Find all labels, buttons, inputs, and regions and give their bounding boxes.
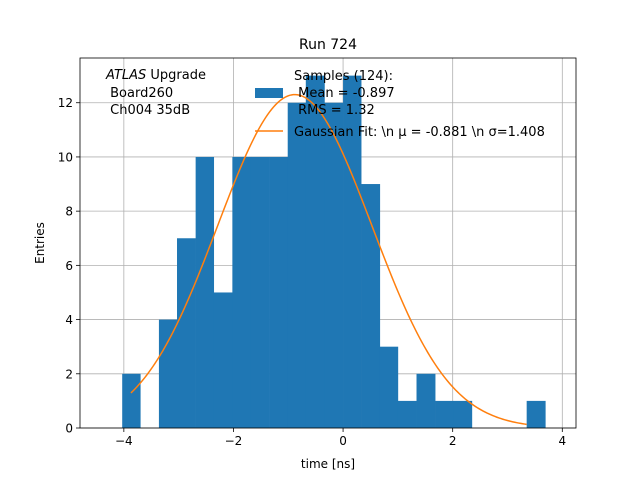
y-tick-label: 2 (65, 367, 73, 381)
legend: Samples (124): Mean = -0.897 RMS = 1.32 … (255, 69, 545, 140)
histogram-bar (250, 156, 270, 428)
histogram-bar (361, 184, 381, 428)
legend-samples-line-2: Mean = -0.897 (294, 86, 395, 101)
x-tick-label: −4 (115, 434, 133, 448)
histogram-bar (287, 102, 307, 428)
y-tick-label: 8 (65, 205, 73, 219)
annotation: ATLAS Upgrade Board260 Ch004 35dB (105, 68, 206, 118)
histogram-bar (416, 373, 436, 428)
annotation-atlas-italic: ATLAS (105, 68, 146, 83)
plot-frame (79, 57, 577, 429)
histogram-bars (122, 75, 546, 428)
legend-fit-text: Gaussian Fit: \n μ = -0.881 \n σ=1.408 (294, 125, 545, 140)
x-tick-label: 4 (558, 434, 566, 448)
annotation-line-1: ATLAS Upgrade (105, 68, 206, 83)
x-tick-label: 0 (339, 434, 347, 448)
histogram-bar (158, 319, 178, 428)
histogram-bar (324, 102, 344, 428)
legend-samples-line-1: Samples (124): (294, 69, 393, 84)
y-tick-label: 6 (65, 259, 73, 273)
histogram-bar (269, 156, 289, 428)
annotation-upgrade: Upgrade (146, 68, 206, 83)
histogram-bar (122, 373, 141, 428)
histogram-bar (305, 75, 325, 428)
histogram-bar (232, 156, 252, 428)
legend-samples-line-3: RMS = 1.32 (294, 103, 375, 118)
histogram-bar (195, 156, 215, 428)
chart-title: Run 724 (299, 37, 357, 53)
annotation-line-2: Board260 (106, 86, 173, 101)
x-tick-label: −2 (225, 434, 243, 448)
y-tick-label: 4 (65, 313, 73, 327)
annotation-line-3: Ch004 35dB (106, 103, 190, 118)
histogram-bar (435, 400, 454, 428)
y-tick-label: 0 (65, 422, 73, 436)
legend-samples-patch (255, 88, 283, 98)
y-tick-label: 12 (58, 96, 73, 110)
histogram-bar (213, 292, 233, 428)
x-axis-label: time [ns] (301, 457, 355, 471)
histogram-bar (453, 400, 473, 428)
gaussian-fit-curve (130, 93, 527, 426)
y-tick-label: 10 (58, 150, 73, 164)
y-axis-ticks: 0 2 4 6 8 10 12 (58, 96, 80, 436)
histogram-bar (526, 400, 546, 428)
histogram-bar (177, 238, 196, 428)
x-axis-ticks: −4 −2 0 2 4 (115, 428, 566, 448)
y-axis-label: Entries (33, 222, 47, 264)
histogram-bar (379, 346, 399, 428)
x-tick-label: 2 (449, 434, 457, 448)
histogram-bar (397, 400, 417, 428)
